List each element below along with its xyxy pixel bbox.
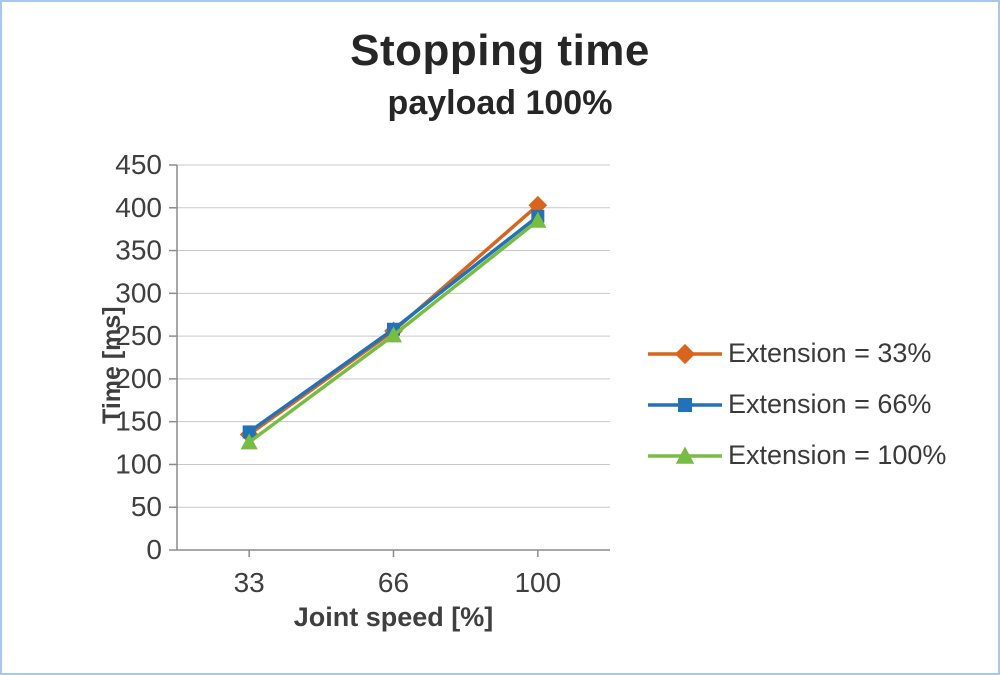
chart-subtitle: payload 100% bbox=[387, 84, 613, 122]
y-tick-label: 300 bbox=[115, 277, 162, 308]
y-tick-label: 400 bbox=[115, 192, 162, 223]
y-tick-label: 100 bbox=[115, 448, 162, 479]
axis-ticks bbox=[169, 164, 539, 557]
square-marker-icon bbox=[242, 425, 256, 439]
chart-title: Stopping time bbox=[350, 26, 650, 75]
axes bbox=[176, 165, 610, 551]
legend-item-extension-100: Extension = 100% bbox=[648, 440, 946, 471]
diamond-marker-icon bbox=[528, 195, 548, 215]
series-1 bbox=[242, 209, 545, 439]
x-axis-title: Joint speed [%] bbox=[293, 602, 494, 632]
y-tick-label: 200 bbox=[115, 363, 162, 394]
diamond-marker-icon bbox=[674, 343, 696, 364]
y-tick-label: 50 bbox=[131, 491, 162, 522]
legend-item-extension-33: Extension = 33% bbox=[648, 338, 946, 369]
y-tick-label: 350 bbox=[115, 235, 162, 266]
legend-swatch-triangle-icon bbox=[648, 445, 722, 464]
triangle-marker-icon bbox=[529, 211, 547, 228]
x-tick-label: 33 bbox=[234, 567, 265, 598]
legend-label: Extension = 66% bbox=[728, 389, 932, 419]
gridlines bbox=[177, 164, 610, 551]
y-tick-label: 0 bbox=[146, 534, 162, 565]
legend-swatch-square-icon bbox=[648, 397, 722, 412]
legend-label: Extension = 100% bbox=[728, 440, 947, 470]
square-marker-icon bbox=[678, 397, 692, 412]
x-tick-label: 100 bbox=[514, 567, 561, 598]
triangle-marker-icon bbox=[384, 326, 403, 343]
triangle-marker-icon bbox=[675, 445, 695, 464]
legend-swatch-diamond-icon bbox=[648, 343, 722, 364]
y-tick-labels: 0 50 100 150 200 250 300 350 400 450 bbox=[115, 149, 162, 565]
triangle-marker-icon bbox=[240, 433, 258, 450]
legend: Extension = 33% Extension = 66% Extensio… bbox=[648, 338, 946, 471]
legend-item-extension-66: Extension = 66% bbox=[648, 389, 946, 420]
y-tick-label: 150 bbox=[115, 406, 162, 437]
y-tick-label: 450 bbox=[115, 149, 162, 180]
series-2 bbox=[240, 211, 547, 450]
legend-label: Extension = 33% bbox=[728, 338, 932, 368]
x-tick-label: 66 bbox=[378, 567, 409, 598]
y-tick-label: 250 bbox=[115, 320, 162, 351]
x-tick-labels: 33 66 100 bbox=[234, 567, 562, 598]
